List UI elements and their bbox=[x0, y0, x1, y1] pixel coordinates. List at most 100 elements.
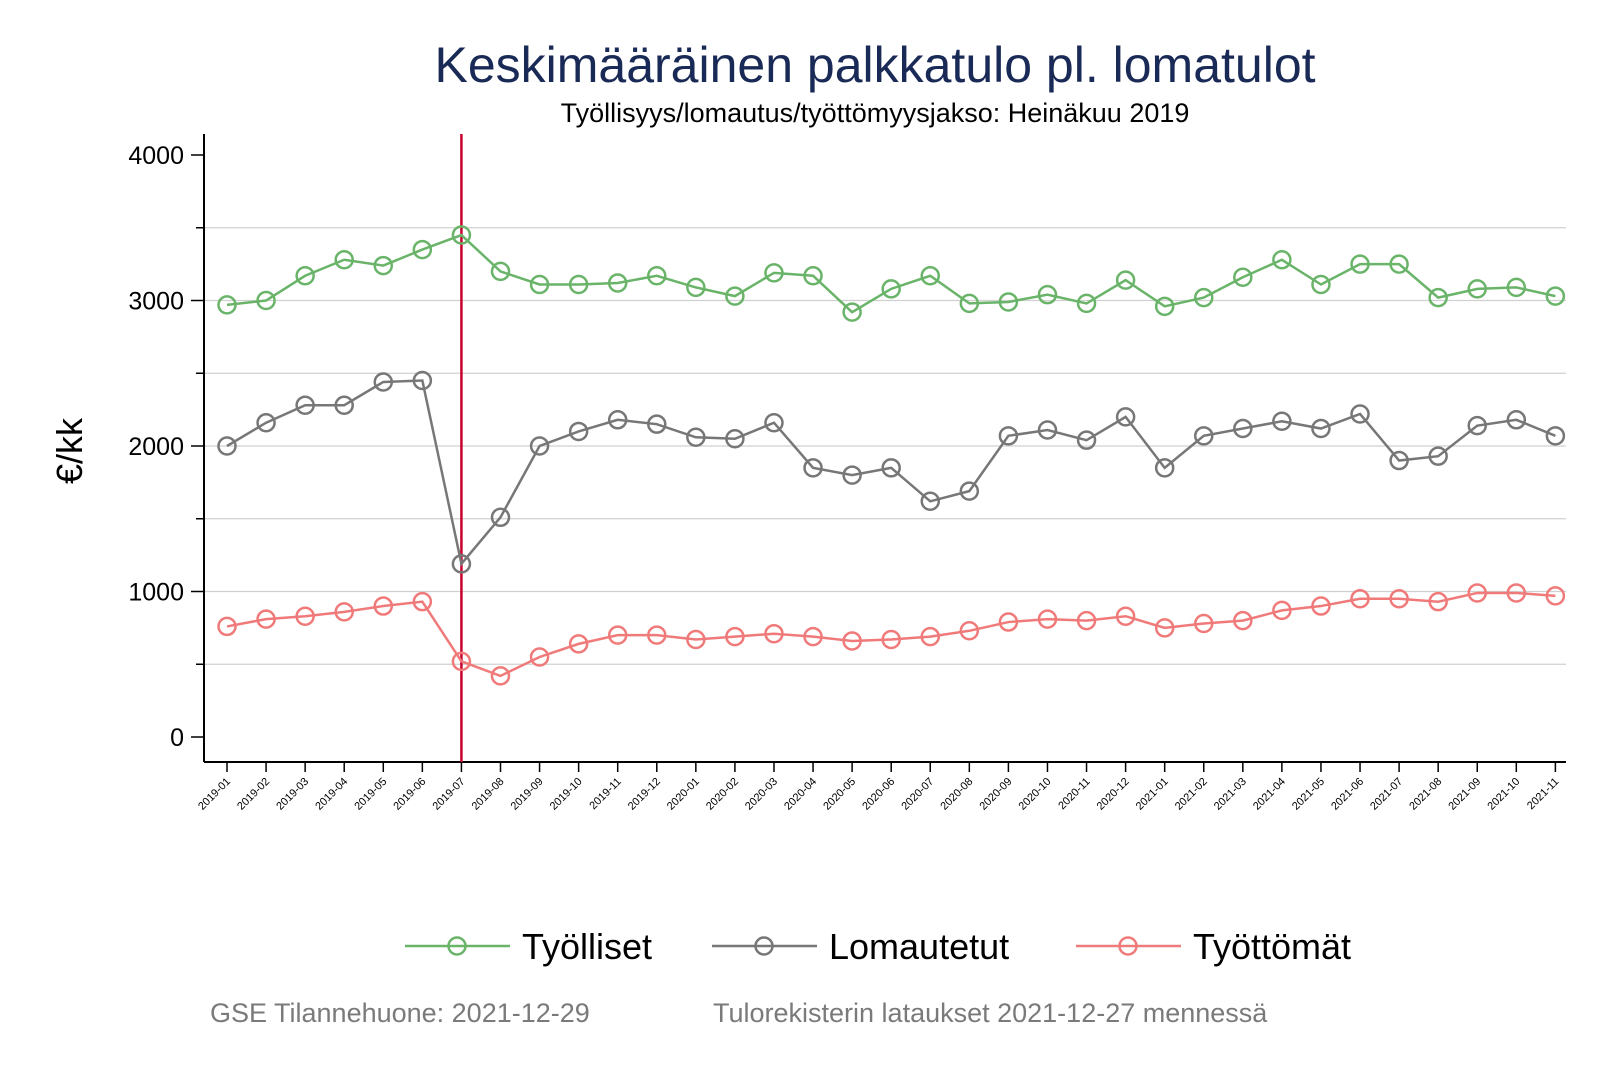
x-tick-label: 2019-01 bbox=[196, 776, 233, 813]
data-point bbox=[295, 606, 315, 626]
data-point bbox=[1115, 270, 1136, 290]
gridlines bbox=[205, 227, 1566, 665]
y-tick-label: 0 bbox=[170, 724, 184, 752]
footer-note: Tulorekisterin lataukset 2021-12-27 menn… bbox=[713, 998, 1268, 1028]
x-tick-label: 2020-05 bbox=[821, 776, 858, 813]
data-point bbox=[725, 286, 745, 306]
data-point bbox=[1154, 296, 1175, 317]
data-point bbox=[764, 263, 784, 283]
data-point bbox=[1311, 418, 1331, 439]
data-point bbox=[1428, 591, 1448, 612]
footer-source: GSE Tilannehuone: 2021-12-29 bbox=[210, 998, 590, 1028]
legend-label: Lomautetut bbox=[829, 926, 1009, 967]
y-tick-label: 2000 bbox=[128, 433, 184, 461]
x-tick-label: 2021-06 bbox=[1329, 776, 1366, 813]
series-line bbox=[226, 591, 1556, 678]
data-point bbox=[1350, 589, 1370, 609]
legend-label: Työttömät bbox=[1193, 926, 1351, 967]
data-point bbox=[1037, 420, 1058, 440]
data-point bbox=[1076, 610, 1097, 631]
x-tick-label: 2019-09 bbox=[509, 776, 546, 813]
data-point bbox=[607, 273, 628, 293]
data-point bbox=[607, 625, 628, 645]
data-point bbox=[412, 239, 433, 260]
y-tick-label: 4000 bbox=[128, 142, 184, 170]
x-tick-label: 2019-02 bbox=[235, 776, 272, 813]
data-point bbox=[1545, 426, 1566, 446]
data-point bbox=[920, 266, 941, 286]
x-tick-label: 2020-09 bbox=[977, 776, 1014, 813]
data-point bbox=[529, 436, 550, 456]
data-point bbox=[998, 426, 1019, 446]
legend-item: Työlliset bbox=[405, 926, 652, 967]
data-point bbox=[1311, 596, 1331, 616]
data-point bbox=[959, 481, 980, 501]
data-point bbox=[1467, 279, 1487, 299]
x-tick-label: 2019-07 bbox=[431, 776, 468, 813]
data-point bbox=[803, 626, 823, 647]
data-point bbox=[295, 266, 315, 286]
x-tick-label: 2020-10 bbox=[1017, 776, 1054, 813]
data-point bbox=[607, 410, 628, 430]
data-point bbox=[256, 412, 276, 433]
x-tick-label: 2020-01 bbox=[665, 776, 702, 813]
chart-subtitle: Työllisyys/lomautus/työttömyysjakso: Hei… bbox=[561, 98, 1190, 128]
x-tick-label: 2020-04 bbox=[782, 776, 819, 813]
data-point bbox=[920, 491, 941, 512]
x-tick-label: 2020-02 bbox=[704, 776, 741, 813]
data-point bbox=[842, 465, 862, 485]
legend-item: Työttömät bbox=[1076, 926, 1351, 967]
data-point bbox=[1272, 411, 1292, 432]
data-point bbox=[490, 261, 511, 282]
x-tick-label: 2021-05 bbox=[1290, 776, 1327, 813]
x-tick-label: 2020-03 bbox=[743, 776, 780, 813]
x-tick-label: 2019-04 bbox=[313, 776, 350, 813]
series-layer bbox=[217, 225, 1566, 686]
data-point bbox=[881, 458, 901, 478]
data-point bbox=[1076, 430, 1097, 450]
x-tick-label: 2021-07 bbox=[1368, 776, 1405, 813]
legend-swatch-marker bbox=[1118, 936, 1138, 956]
x-tick-label: 2021-01 bbox=[1134, 776, 1171, 813]
chart-title: Keskimääräinen palkkatulo pl. lomatulot bbox=[434, 37, 1315, 93]
data-point bbox=[998, 612, 1019, 632]
x-tick-label: 2021-10 bbox=[1485, 776, 1522, 813]
data-point bbox=[217, 295, 237, 315]
data-point bbox=[568, 274, 589, 295]
data-point bbox=[1037, 284, 1058, 305]
data-point bbox=[647, 266, 667, 286]
data-point bbox=[1428, 446, 1448, 466]
data-point bbox=[803, 458, 823, 478]
data-point bbox=[529, 647, 550, 667]
x-tick-label: 2021-08 bbox=[1407, 776, 1444, 813]
x-tick-label: 2019-11 bbox=[587, 776, 623, 812]
data-point bbox=[998, 292, 1019, 312]
data-point bbox=[529, 274, 550, 295]
data-point bbox=[1389, 450, 1409, 471]
data-point bbox=[1115, 606, 1136, 626]
data-point bbox=[334, 602, 354, 622]
legend-swatch-marker bbox=[754, 936, 774, 956]
data-point bbox=[959, 621, 980, 641]
data-point bbox=[1389, 589, 1409, 609]
data-point bbox=[1115, 407, 1136, 427]
x-axis-ticks: 2019-01 2019-02 2019-03 2019-04 2019-05 2019-… bbox=[196, 762, 1562, 813]
data-point bbox=[1194, 287, 1214, 308]
data-point bbox=[1233, 267, 1253, 287]
y-axis-label: €/kk bbox=[49, 417, 90, 484]
y-tick-label: 3000 bbox=[128, 288, 184, 316]
data-point bbox=[803, 266, 823, 286]
data-point bbox=[568, 634, 589, 654]
data-point bbox=[1428, 287, 1448, 308]
legend-swatch-marker bbox=[447, 936, 467, 956]
data-point bbox=[1350, 254, 1370, 274]
x-tick-label: 2021-04 bbox=[1251, 776, 1288, 813]
data-point bbox=[764, 412, 784, 433]
data-point bbox=[881, 279, 901, 299]
legend-label: Työlliset bbox=[522, 926, 652, 967]
data-point bbox=[881, 629, 901, 650]
data-point bbox=[217, 436, 237, 456]
data-point bbox=[334, 395, 354, 416]
data-point bbox=[686, 277, 706, 298]
